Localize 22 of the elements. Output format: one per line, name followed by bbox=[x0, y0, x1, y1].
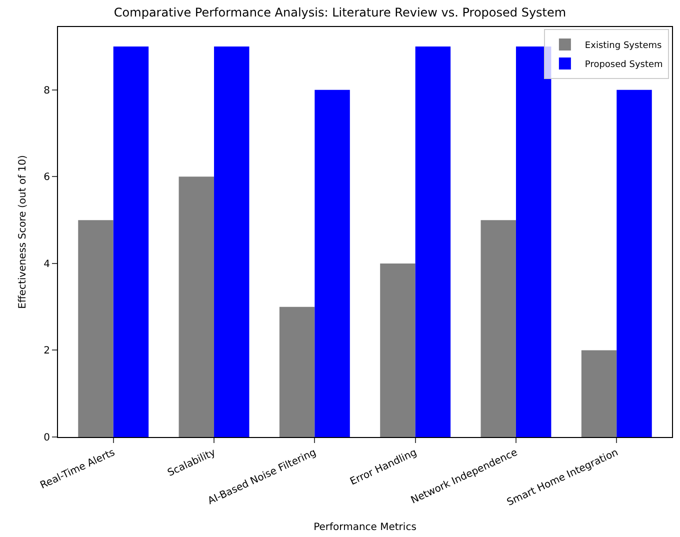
y-tick-label: 8 bbox=[44, 85, 50, 96]
bar bbox=[279, 306, 315, 437]
bar bbox=[178, 176, 214, 437]
bar bbox=[113, 46, 149, 437]
x-axis-title: Performance Metrics bbox=[314, 522, 416, 533]
bar bbox=[78, 220, 114, 437]
bar bbox=[380, 263, 416, 437]
bar bbox=[616, 90, 652, 437]
bar bbox=[214, 46, 250, 437]
legend-label: Existing Systems bbox=[584, 41, 662, 52]
bar bbox=[516, 46, 552, 437]
bar bbox=[581, 350, 617, 437]
y-tick-label: 6 bbox=[44, 172, 50, 184]
y-axis-title: Effectiveness Score (out of 10) bbox=[18, 155, 29, 309]
chart-title: Comparative Performance Analysis: Literature Review vs. Proposed System bbox=[114, 5, 566, 20]
y-tick-label: 4 bbox=[44, 258, 50, 270]
legend-label: Proposed System bbox=[584, 60, 663, 70]
y-tick-label: 2 bbox=[44, 346, 50, 357]
bar bbox=[480, 220, 516, 437]
bar bbox=[415, 46, 451, 437]
bar bbox=[314, 90, 350, 437]
y-tick-label: 0 bbox=[44, 432, 50, 444]
